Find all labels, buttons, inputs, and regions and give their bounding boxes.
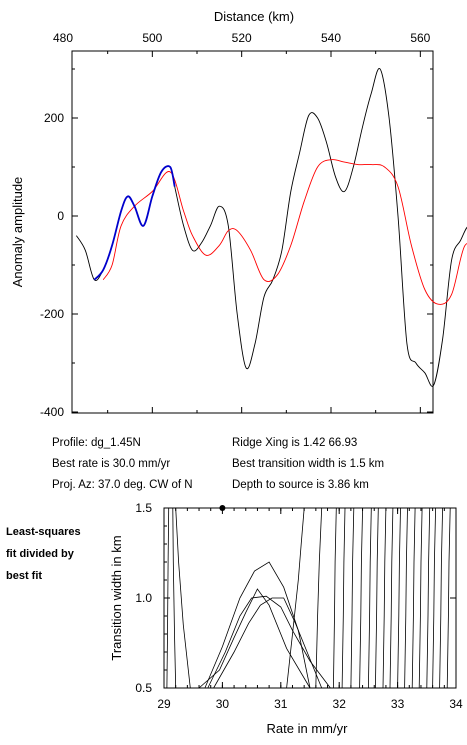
y-tick-label: -400 — [40, 405, 64, 419]
contour-y-axis-label: Transition width in km — [109, 535, 124, 660]
depth-label: Depth to source is 3.86 km — [232, 479, 369, 491]
contour-line — [315, 507, 323, 689]
contour-line — [204, 561, 311, 689]
anomaly-x-axis-label: Distance (km) — [214, 9, 294, 24]
x-tick-label: 560 — [410, 31, 430, 45]
contour-line — [418, 507, 423, 689]
contour-line — [382, 507, 387, 689]
contour-line — [404, 507, 408, 689]
contour-line — [397, 507, 401, 689]
model-anomaly-line — [102, 159, 467, 305]
y-tick-label: 0 — [57, 209, 64, 223]
contour-x-tick-label: 30 — [216, 697, 230, 711]
contour-line — [341, 507, 346, 689]
contour-line — [213, 597, 323, 689]
fit-window-line — [93, 165, 176, 281]
contour-line — [368, 507, 372, 689]
anomaly-y-axis-label: Anomaly amplitude — [10, 177, 25, 288]
contour-line — [286, 507, 305, 689]
contour-line — [172, 507, 177, 689]
observed-anomaly-line — [76, 68, 467, 387]
side-label-line3: best fit — [6, 570, 43, 582]
contour-line — [350, 507, 355, 689]
y-tick-label: 200 — [44, 111, 64, 125]
anomaly-chart: Distance (km) Anomaly amplitude 480 500 52… — [10, 9, 467, 419]
contour-line — [446, 507, 451, 689]
contour-line — [166, 507, 170, 689]
contour-line — [389, 507, 394, 689]
contour-line — [207, 595, 331, 689]
best-fit-point — [219, 505, 226, 511]
best-rate-label: Best rate is 30.0 mm/yr — [52, 458, 171, 470]
contour-x-tick-label: 31 — [274, 697, 288, 711]
x-tick-label: 500 — [142, 31, 162, 45]
contour-line — [175, 507, 191, 689]
contour-line — [411, 507, 416, 689]
contour-x-tick-label: 29 — [157, 697, 171, 711]
best-transition-label: Best transition width is 1.5 km — [232, 458, 385, 470]
proj-az-label: Proj. Az: 37.0 deg. CW of N — [52, 479, 193, 491]
contour-line — [439, 507, 443, 689]
ridge-xing-label: Ridge Xing is 1.42 66.93 — [232, 437, 358, 449]
contour-y-tick-label: 0.5 — [135, 681, 152, 695]
contour-x-tick-label: 33 — [391, 697, 405, 711]
contour-line — [375, 507, 379, 689]
contour-y-tick-label: 1.5 — [135, 501, 152, 515]
contour-line — [198, 588, 311, 689]
profile-label: Profile: dg_1.45N — [52, 437, 141, 449]
contour-y-tick-label: 1.0 — [135, 591, 152, 605]
contour-x-tick-label: 32 — [333, 697, 347, 711]
contour-x-tick-label: 34 — [449, 697, 463, 711]
contour-line — [432, 507, 436, 689]
x-tick-label: 480 — [53, 31, 73, 45]
contour-line — [426, 507, 431, 689]
contour-x-axis-label: Rate in mm/yr — [267, 721, 349, 736]
anomaly-plot-frame — [71, 50, 434, 414]
contour-line — [359, 507, 363, 689]
x-tick-label: 540 — [321, 31, 341, 45]
y-tick-label: -200 — [40, 307, 64, 321]
side-label-line1: Least-squares — [6, 526, 81, 538]
side-label-line2: fit divided by — [6, 548, 74, 560]
x-tick-label: 520 — [232, 31, 252, 45]
contour-line — [333, 507, 337, 689]
contour-plot-frame — [163, 507, 457, 689]
